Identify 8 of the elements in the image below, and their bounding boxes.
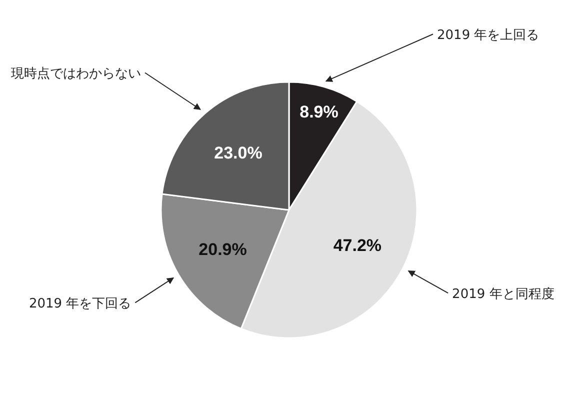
data-label: 20.9% (198, 240, 247, 259)
slice-label: 2019 年と同程度 (452, 286, 554, 302)
slice-label: 2019 年を下回る (28, 296, 132, 312)
slice-label: 現時点ではわからない (11, 66, 141, 82)
slice-label: 2019 年を上回る (437, 28, 540, 44)
data-label: 47.2% (333, 236, 382, 255)
data-label: 23.0% (214, 143, 262, 162)
data-label: 8.9% (300, 102, 338, 122)
